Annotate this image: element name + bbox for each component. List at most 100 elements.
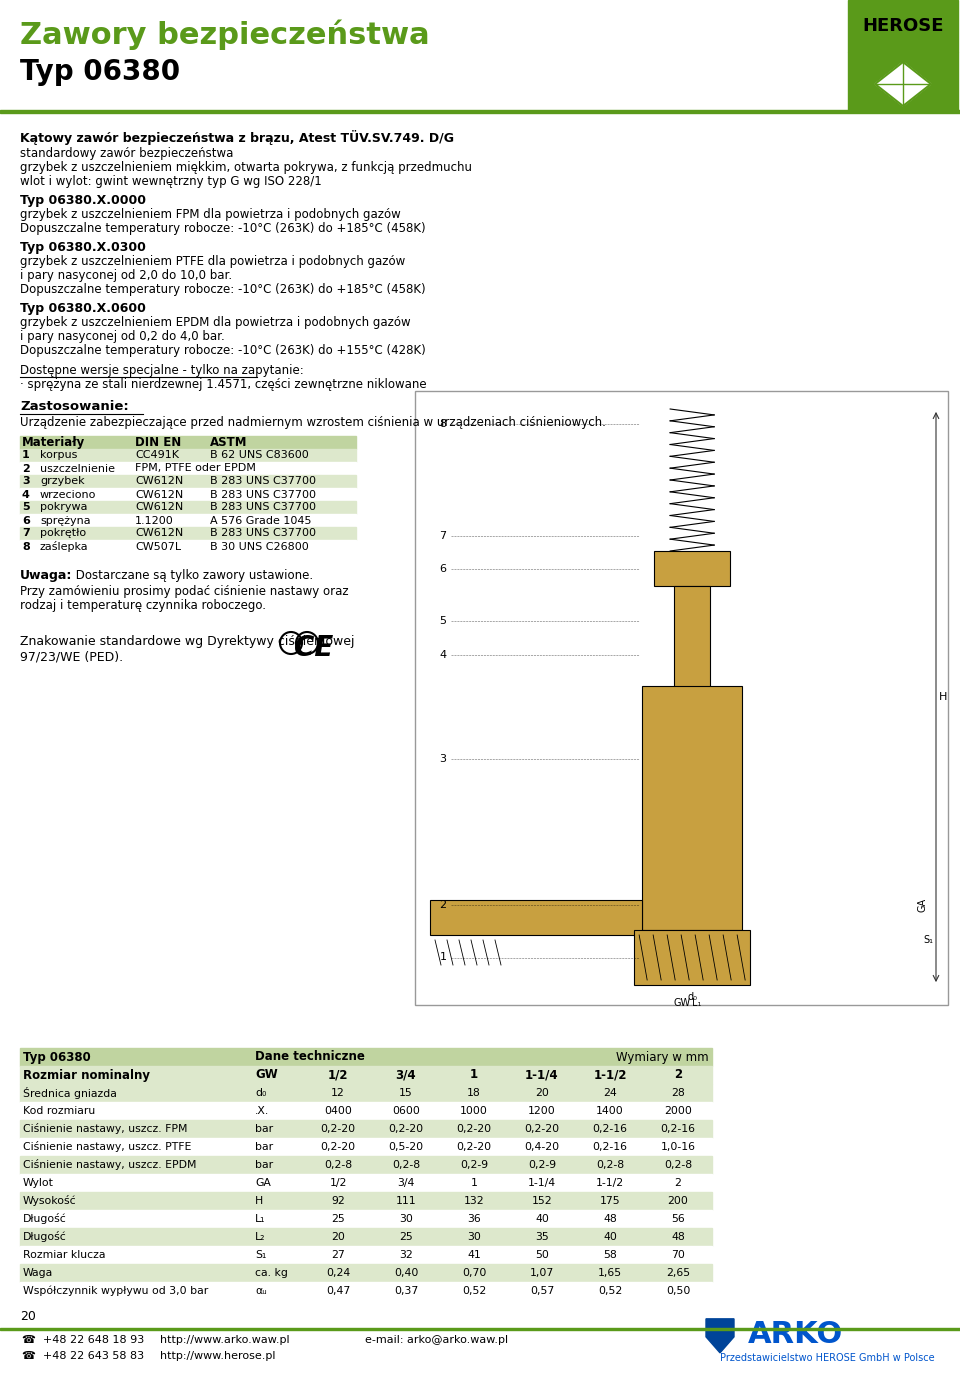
Text: http://www.arko.waw.pl: http://www.arko.waw.pl [160,1335,290,1345]
Bar [848,52,958,110]
Bar [635,930,750,986]
Text: grzybek z uszczelnieniem EPDM dla powietrza i podobnych gazów: grzybek z uszczelnieniem EPDM dla powiet… [20,316,411,329]
Text: Kątowy zawór bezpieczeństwa z brązu, Atest TÜV.SV.749. D/G: Kątowy zawór bezpieczeństwa z brązu, Ate… [20,129,454,145]
Bar [20,501,356,514]
Text: 6: 6 [440,564,446,574]
Text: 1-1/2: 1-1/2 [596,1178,624,1187]
Text: 0,2-20: 0,2-20 [321,1141,355,1153]
Text: 1: 1 [22,451,30,461]
Text: wlot i wylot: gwint wewnętrzny typ G wg ISO 228/1: wlot i wylot: gwint wewnętrzny typ G wg … [20,175,322,188]
Bar [20,1228,712,1246]
Text: 0,2-9: 0,2-9 [460,1160,488,1171]
Text: 0400: 0400 [324,1107,352,1116]
Text: Dopuszczalne temperatury robocze: -10°C (263K) do +185°C (458K): Dopuszczalne temperatury robocze: -10°C … [20,283,425,296]
Text: 0,2-20: 0,2-20 [321,1123,355,1134]
Bar [20,489,356,501]
Text: H: H [255,1196,263,1205]
Text: 0,2-16: 0,2-16 [592,1141,628,1153]
Text: Typ 06380.X.0000: Typ 06380.X.0000 [20,193,146,207]
Text: sprężyna: sprężyna [40,515,90,526]
Text: 6: 6 [22,515,30,526]
Text: 12: 12 [331,1089,345,1098]
Text: 2: 2 [675,1178,682,1187]
Text: 0,2-20: 0,2-20 [456,1141,492,1153]
Bar [20,540,356,553]
Text: 35: 35 [535,1232,549,1242]
Text: grzybek z uszczelnieniem FPM dla powietrza i podobnych gazów: grzybek z uszczelnieniem FPM dla powietr… [20,207,400,221]
Text: 0,2-9: 0,2-9 [528,1160,556,1171]
Text: uszczelnienie: uszczelnienie [40,464,115,473]
Text: 0,40: 0,40 [394,1268,419,1278]
Text: bar: bar [255,1160,274,1171]
Text: 2: 2 [674,1069,682,1082]
Text: 1: 1 [470,1178,477,1187]
Text: 20: 20 [535,1089,549,1098]
Bar [0,1328,960,1329]
Text: Uwaga:: Uwaga: [20,569,72,582]
Text: CE: CE [294,633,333,663]
Bar [20,528,356,540]
Text: 97/23/WE (PED).: 97/23/WE (PED). [20,651,123,664]
Text: Zawory bezpieczeństwa: Zawory bezpieczeństwa [20,19,430,50]
Text: 15: 15 [399,1089,413,1098]
Text: 48: 48 [671,1232,684,1242]
Text: 1,65: 1,65 [598,1268,622,1278]
Bar [20,1066,712,1084]
Text: 50: 50 [535,1250,549,1260]
Text: 0,37: 0,37 [394,1286,419,1296]
Text: Ciśnienie nastawy, uszcz. EPDM: Ciśnienie nastawy, uszcz. EPDM [23,1160,197,1171]
Text: i pary nasyconej od 2,0 do 10,0 bar.: i pary nasyconej od 2,0 do 10,0 bar. [20,269,232,283]
Text: 3: 3 [22,476,30,486]
Bar [20,1102,712,1121]
Text: Długość: Długość [23,1232,67,1243]
Bar [430,901,642,935]
Text: 2: 2 [22,464,30,473]
Text: · sprężyna ze stali nierdzewnej 1.4571, części zewnętrzne niklowane: · sprężyna ze stali nierdzewnej 1.4571, … [20,379,426,391]
Text: d₀: d₀ [255,1089,266,1098]
Text: 5: 5 [440,615,446,625]
Text: 111: 111 [396,1196,417,1205]
Text: 1400: 1400 [596,1107,624,1116]
Text: 0,5-20: 0,5-20 [389,1141,423,1153]
Text: 3: 3 [440,754,446,764]
Bar [642,686,742,930]
Text: .X.: .X. [255,1107,269,1116]
Bar [20,1192,712,1210]
Bar [20,1139,712,1155]
Text: 2,65: 2,65 [666,1268,690,1278]
Text: 18: 18 [468,1089,481,1098]
Text: 3/4: 3/4 [396,1069,417,1082]
Text: 0,2-8: 0,2-8 [324,1160,352,1171]
Text: 0,52: 0,52 [598,1286,622,1296]
Text: 30: 30 [399,1214,413,1224]
Bar [0,110,960,113]
Text: 48: 48 [603,1214,617,1224]
Text: Kod rozmiaru: Kod rozmiaru [23,1107,95,1116]
Bar [20,1264,712,1282]
Bar [654,551,731,586]
Text: 0,2-8: 0,2-8 [596,1160,624,1171]
Text: 24: 24 [603,1089,617,1098]
Text: ARKO: ARKO [748,1320,843,1349]
Text: ☎  +48 22 648 18 93: ☎ +48 22 648 18 93 [22,1335,144,1345]
Text: grzybek z uszczelnieniem PTFE dla powietrza i podobnych gazów: grzybek z uszczelnieniem PTFE dla powiet… [20,255,405,269]
Text: 1: 1 [440,952,446,962]
Text: 1,07: 1,07 [530,1268,554,1278]
Text: Ciśnienie nastawy, uszcz. FPM: Ciśnienie nastawy, uszcz. FPM [23,1123,187,1134]
Text: ASTM: ASTM [210,436,248,450]
Text: 1: 1 [470,1069,478,1082]
Text: 1-1/4: 1-1/4 [528,1178,556,1187]
Text: 28: 28 [671,1089,684,1098]
Text: 0,2-8: 0,2-8 [664,1160,692,1171]
Text: 7: 7 [22,529,30,539]
Bar [20,1084,712,1102]
Text: Średnica gniazda: Średnica gniazda [23,1087,117,1100]
Text: B 62 UNS C83600: B 62 UNS C83600 [210,451,309,461]
Polygon shape [875,63,931,106]
Text: 1-1/2: 1-1/2 [593,1069,627,1082]
Text: zaślepka: zaślepka [40,541,88,553]
Text: S₁: S₁ [255,1250,266,1260]
Text: korpus: korpus [40,451,78,461]
Text: 1-1/4: 1-1/4 [525,1069,559,1082]
Bar [20,462,356,475]
